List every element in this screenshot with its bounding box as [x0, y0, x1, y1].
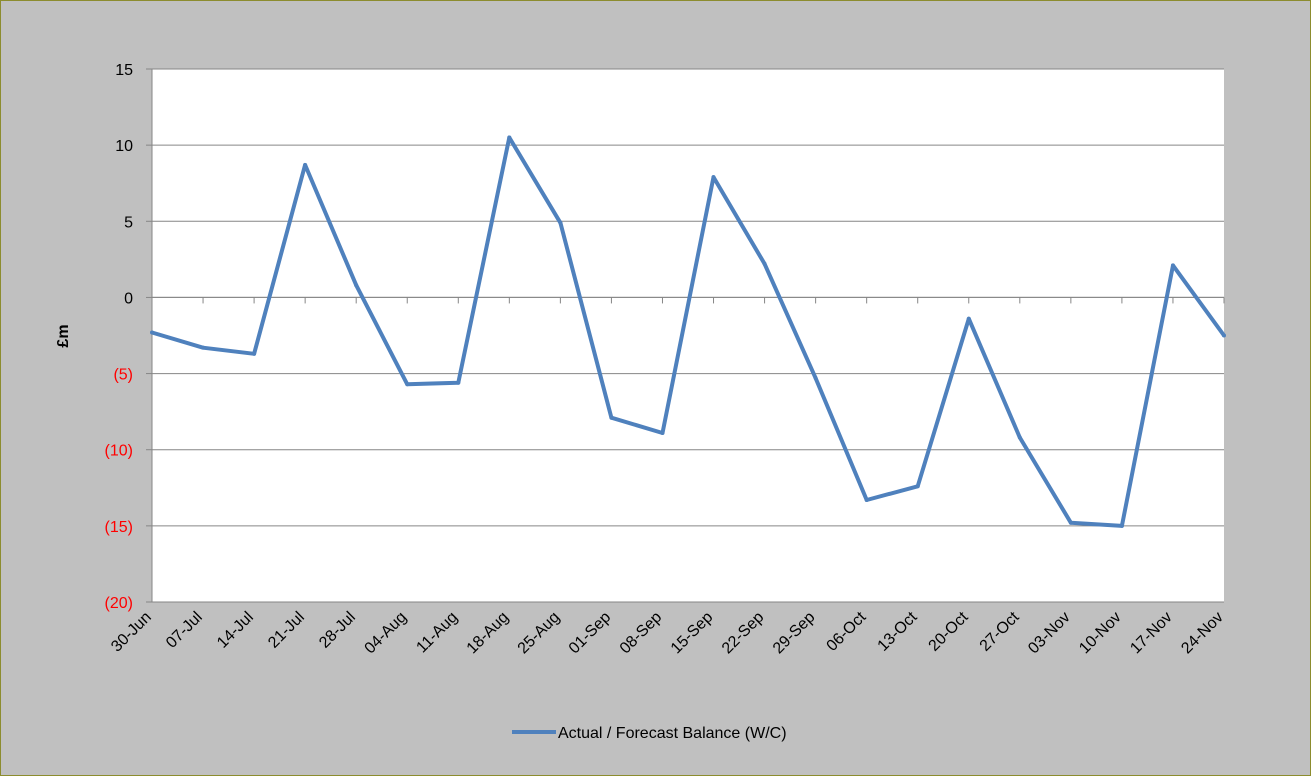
data-point: [813, 376, 818, 381]
plot-area: [152, 69, 1224, 602]
x-tick-label: 20-Oct: [926, 608, 972, 654]
x-tick-label: 04-Aug: [362, 609, 411, 658]
x-tick-label: 01-Sep: [566, 609, 615, 658]
data-point: [252, 351, 257, 356]
x-tick-label: 25-Aug: [515, 609, 564, 658]
x-tick-label: 03-Nov: [1025, 609, 1073, 657]
x-tick-label: 07-Jul: [163, 609, 206, 652]
y-tick-label: 10: [115, 138, 133, 155]
y-tick-label: (10): [105, 443, 133, 460]
y-tick-label: 5: [124, 214, 133, 231]
x-tick-label: 17-Nov: [1127, 609, 1175, 657]
data-point: [303, 162, 308, 167]
data-point: [762, 261, 767, 266]
data-point: [507, 135, 512, 140]
y-tick-label: (5): [113, 367, 133, 384]
data-point: [966, 316, 971, 321]
data-point: [150, 330, 154, 335]
data-point: [558, 220, 563, 225]
x-tick-labels: 30-Jun 07-Jul 14-Jul 21-Jul 28-Jul 04-Aug 11-A…: [108, 608, 1227, 657]
y-axis-title: £m: [55, 324, 72, 347]
x-tick-label: 21-Jul: [265, 609, 308, 652]
data-point: [1170, 263, 1175, 268]
x-tick-label: 13-Oct: [875, 608, 921, 654]
y-tick-label: 0: [124, 290, 133, 307]
data-point: [711, 175, 716, 180]
data-point: [864, 497, 869, 502]
data-point: [1222, 333, 1226, 338]
data-point: [1068, 520, 1073, 525]
data-point: [660, 430, 665, 435]
x-tick-label: 22-Sep: [719, 609, 768, 658]
series-layer: [150, 135, 1226, 528]
x-tick-label: 27-Oct: [977, 608, 1023, 654]
x-tick-label: 08-Sep: [617, 609, 666, 658]
data-point: [1017, 435, 1022, 440]
data-point: [1119, 523, 1124, 528]
y-tick-label: (15): [105, 519, 133, 536]
y-tick-labels: 15 10 5 0 (5) (10) (15) (20): [105, 62, 134, 612]
legend-label: Actual / Forecast Balance (W/C): [558, 725, 787, 742]
x-tick-label: 24-Nov: [1178, 609, 1226, 657]
data-point: [354, 283, 359, 288]
data-point: [405, 382, 410, 387]
x-tick-label: 29-Sep: [770, 609, 819, 658]
x-tick-label: 28-Jul: [316, 609, 359, 652]
y-tick-label: 15: [115, 62, 133, 79]
data-point: [201, 345, 206, 350]
data-point: [609, 415, 614, 420]
data-point: [456, 380, 461, 385]
x-tick-label: 15-Sep: [668, 609, 717, 658]
legend: Actual / Forecast Balance (W/C): [512, 725, 787, 742]
x-tick-label: 18-Aug: [464, 609, 513, 658]
x-tick-label: 30-Jun: [108, 609, 155, 656]
data-point: [915, 484, 920, 489]
x-tick-label: 11-Aug: [413, 609, 461, 657]
x-tick-label: 06-Oct: [824, 608, 870, 654]
y-tick-label: (20): [105, 595, 133, 612]
x-tick-label: 10-Nov: [1076, 609, 1124, 657]
x-tick-label: 14-Jul: [214, 609, 257, 652]
series-line: [151, 135, 1226, 528]
